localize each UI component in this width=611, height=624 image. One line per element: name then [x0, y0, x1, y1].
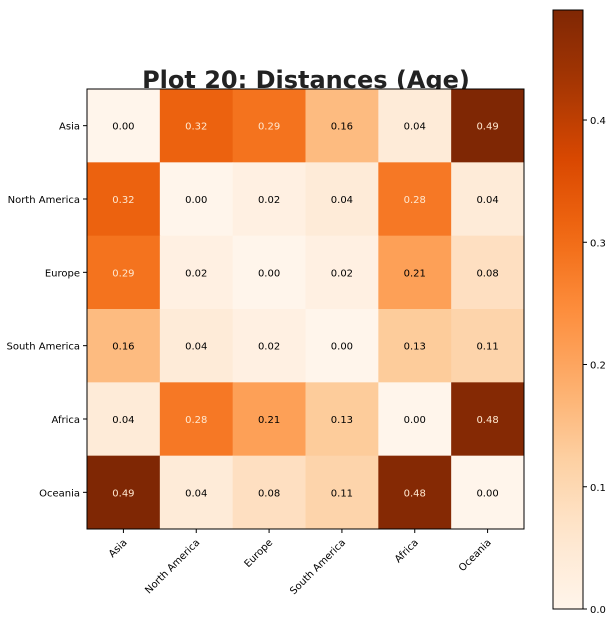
- cell-value-label: 0.16: [331, 122, 353, 133]
- heatmap-cell: [305, 162, 379, 237]
- heatmap-cell: [305, 235, 379, 310]
- cell-value-label: 0.04: [185, 342, 207, 353]
- colorbar-ticks: 0.0 0.1 0.2 0.3 0.4: [583, 116, 606, 616]
- heatmap-cell: [451, 162, 525, 237]
- cell-value-label: 0.13: [331, 415, 353, 426]
- heatmap-cell: [159, 382, 234, 457]
- colorbar-tick-label: 0.1: [590, 483, 606, 494]
- heatmap-cell: [378, 382, 452, 457]
- heatmap-cell: [87, 162, 161, 237]
- heatmap-cell: [378, 309, 452, 383]
- x-axis-ticks: Asia North America Europe South America Afri…: [107, 529, 494, 597]
- cell-value-label: 0.02: [185, 268, 207, 279]
- heatmap-cell: [87, 235, 161, 310]
- heatmap-cell: [305, 309, 379, 383]
- heatmap-cell: [232, 235, 306, 310]
- heatmap-cell: [378, 162, 452, 237]
- heatmap-cell: [232, 455, 306, 530]
- cell-value-label: 0.02: [258, 195, 280, 206]
- x-tick-label: South America: [288, 537, 348, 597]
- colorbar: [552, 9, 584, 610]
- cell-value-label: 0.04: [476, 195, 498, 206]
- cell-value-label: 0.32: [112, 195, 134, 206]
- cell-value-label: 0.08: [476, 268, 498, 279]
- cell-value-label: 0.28: [185, 415, 207, 426]
- heatmap-cell: [87, 455, 161, 530]
- heatmap-cell: [451, 309, 525, 383]
- heatmap-cell: [305, 382, 379, 457]
- heatmap-cell: [87, 382, 161, 457]
- colorbar-tick-label: 0.2: [590, 361, 606, 372]
- colorbar-tick-label: 0.0: [590, 605, 606, 616]
- x-tick-label: Oceania: [457, 537, 494, 574]
- cell-value-label: 0.04: [404, 122, 426, 133]
- cell-value-label: 0.02: [331, 268, 353, 279]
- heatmap-cell: [232, 89, 306, 163]
- heatmap-cell: [451, 235, 525, 310]
- cell-value-label: 0.08: [258, 488, 280, 499]
- cell-value-label: 0.04: [185, 488, 207, 499]
- heatmap-cell: [159, 89, 234, 163]
- y-axis-ticks: Asia North America Europe South America Afri…: [7, 122, 87, 499]
- x-tick-label: Asia: [107, 537, 130, 560]
- heatmap-cell: [159, 235, 234, 310]
- cell-value-label: 0.04: [112, 415, 134, 426]
- cell-value-label: 0.00: [331, 342, 353, 353]
- heatmap-cell: [232, 382, 306, 457]
- cell-value-label: 0.32: [185, 122, 207, 133]
- heatmap-cell: [451, 382, 525, 457]
- cell-value-label: 0.28: [404, 195, 426, 206]
- heatmap-cell: [378, 235, 452, 310]
- heatmap-value-labels: 0.00 0.32 0.29 0.16 0.04 0.49 0.32 0.00 0.02 0.04…: [112, 122, 498, 500]
- heatmap-cell: [159, 455, 234, 530]
- cell-value-label: 0.29: [112, 268, 134, 279]
- cell-value-label: 0.00: [112, 122, 134, 133]
- x-tick-label: Africa: [393, 537, 421, 565]
- heatmap-cell: [87, 89, 161, 163]
- cell-value-label: 0.00: [476, 488, 498, 499]
- y-tick-label: South America: [7, 342, 81, 353]
- y-tick-label: North America: [8, 195, 80, 206]
- heatmap-cell: [87, 309, 161, 383]
- y-tick-label: Europe: [45, 268, 80, 279]
- colorbar-tick-label: 0.3: [590, 238, 606, 249]
- x-tick-label: North America: [143, 537, 202, 596]
- cell-value-label: 0.00: [404, 415, 426, 426]
- colorbar-tick-label: 0.4: [590, 116, 606, 127]
- cell-value-label: 0.11: [476, 342, 498, 353]
- heatmap-cell: [232, 162, 306, 237]
- cell-value-label: 0.21: [404, 268, 426, 279]
- heatmap-cell: [378, 455, 452, 530]
- cell-value-label: 0.16: [112, 342, 134, 353]
- heatmap-cell: [232, 309, 306, 383]
- cell-value-label: 0.04: [331, 195, 353, 206]
- cell-value-label: 0.48: [404, 488, 426, 499]
- cell-value-label: 0.21: [258, 415, 280, 426]
- y-tick-label: Africa: [51, 415, 80, 426]
- heatmap-cell: [159, 309, 234, 383]
- heatmap-cells: [87, 89, 525, 530]
- heatmap-cell: [159, 162, 234, 237]
- heatmap-cell: [305, 455, 379, 530]
- heatmap-cell: [451, 455, 525, 530]
- cell-value-label: 0.29: [258, 122, 280, 133]
- cell-value-label: 0.00: [185, 195, 207, 206]
- y-tick-label: Oceania: [39, 488, 80, 499]
- cell-value-label: 0.48: [476, 415, 498, 426]
- heatmap-cell: [305, 89, 379, 163]
- cell-value-label: 0.02: [258, 342, 280, 353]
- heatmap-cell: [451, 89, 525, 163]
- y-tick-label: Asia: [59, 122, 80, 133]
- plot-frame: [86, 88, 525, 530]
- cell-value-label: 0.11: [331, 488, 353, 499]
- heatmap-cell: [378, 89, 452, 163]
- cell-value-label: 0.00: [258, 268, 280, 279]
- cell-value-label: 0.49: [112, 488, 134, 499]
- cell-value-label: 0.13: [404, 342, 426, 353]
- x-tick-label: Europe: [243, 537, 276, 570]
- cell-value-label: 0.49: [476, 122, 498, 133]
